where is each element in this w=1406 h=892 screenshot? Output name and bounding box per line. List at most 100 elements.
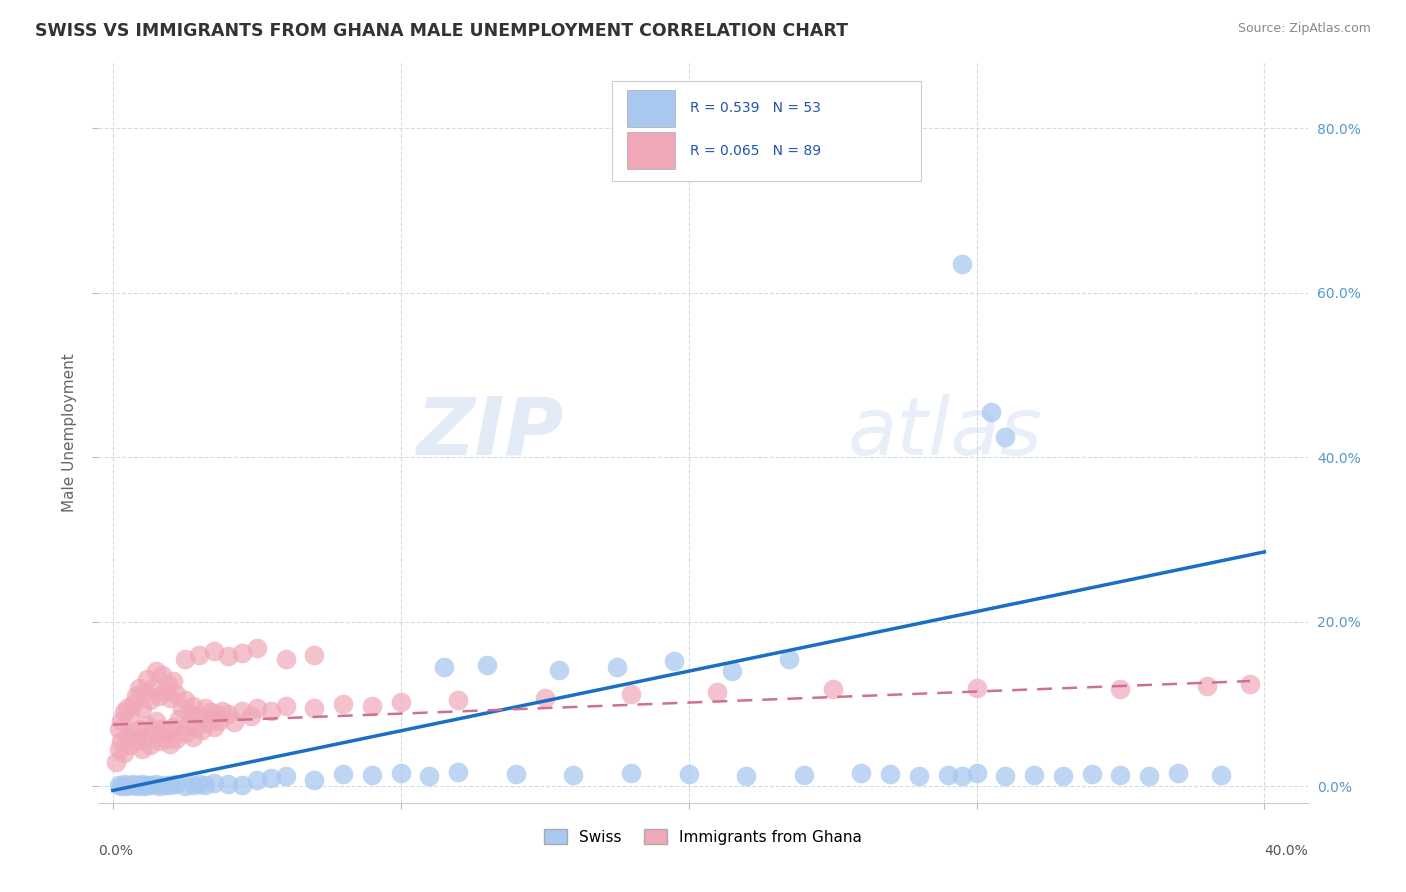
Text: ZIP: ZIP (416, 393, 564, 472)
Point (678, 767, 700, 781)
Point (217, 649, 239, 664)
Legend: Swiss, Immigrants from Ghana: Swiss, Immigrants from Ghana (537, 822, 869, 851)
Point (447, 693, 470, 707)
Point (131, 742, 153, 756)
Point (128, 681, 150, 695)
Point (115, 701, 138, 715)
Point (548, 663, 571, 677)
Point (240, 709, 263, 723)
Point (125, 734, 148, 748)
Point (197, 715, 219, 730)
Point (793, 768, 815, 782)
Point (664, 654, 686, 668)
Point (1052, 769, 1074, 783)
Point (908, 769, 931, 783)
Point (170, 701, 193, 715)
Point (142, 726, 165, 740)
Point (159, 690, 181, 705)
Point (980, 405, 1002, 419)
Point (173, 693, 195, 707)
Point (183, 730, 205, 744)
Point (274, 769, 297, 783)
Point (131, 777, 153, 791)
Point (1022, 768, 1045, 782)
Point (134, 685, 156, 699)
Point (505, 767, 527, 781)
Point (173, 726, 195, 740)
Point (153, 778, 176, 792)
Y-axis label: Male Unemployment: Male Unemployment (62, 353, 77, 512)
Point (107, 778, 129, 792)
Point (188, 648, 211, 662)
Point (1167, 766, 1189, 780)
Point (125, 689, 148, 703)
Point (110, 734, 132, 748)
Point (332, 697, 354, 711)
Point (620, 687, 643, 701)
Point (173, 652, 195, 666)
Point (162, 720, 184, 734)
Point (936, 768, 959, 782)
Point (104, 755, 127, 769)
Point (821, 682, 844, 697)
Bar (627, 90, 675, 127)
Point (153, 685, 176, 699)
Point (879, 767, 901, 781)
Point (389, 766, 412, 780)
Point (159, 737, 181, 751)
Point (389, 695, 412, 709)
Point (110, 714, 132, 728)
Point (122, 726, 145, 740)
Point (188, 777, 211, 791)
Point (533, 690, 555, 705)
Point (167, 712, 190, 726)
Point (165, 777, 187, 791)
Point (131, 701, 153, 715)
Point (231, 646, 253, 660)
Point (720, 664, 742, 678)
Point (706, 685, 728, 699)
Point (475, 657, 498, 672)
Point (159, 778, 181, 792)
Point (112, 747, 135, 761)
Text: 40.0%: 40.0% (1264, 844, 1308, 857)
Point (136, 778, 159, 792)
Point (162, 674, 184, 689)
Point (304, 648, 326, 662)
Point (145, 777, 167, 791)
Point (183, 778, 205, 792)
Point (194, 778, 217, 792)
Point (361, 768, 384, 782)
Point (150, 668, 173, 682)
Point (153, 731, 176, 746)
Point (188, 709, 211, 723)
Point (202, 643, 225, 657)
Point (447, 764, 470, 779)
Point (148, 689, 170, 703)
Point (246, 701, 269, 715)
FancyBboxPatch shape (613, 81, 921, 181)
Text: R = 0.539   N = 53: R = 0.539 N = 53 (690, 102, 821, 115)
Point (120, 778, 142, 792)
Point (142, 681, 165, 695)
Point (202, 776, 225, 790)
Point (120, 709, 142, 723)
Point (180, 706, 202, 721)
Point (562, 768, 585, 782)
Point (994, 430, 1017, 444)
Text: SWISS VS IMMIGRANTS FROM GHANA MALE UNEMPLOYMENT CORRELATION CHART: SWISS VS IMMIGRANTS FROM GHANA MALE UNEM… (35, 22, 848, 40)
Point (110, 779, 132, 793)
Point (433, 660, 456, 674)
Point (231, 704, 253, 718)
Point (122, 777, 145, 791)
Point (145, 664, 167, 678)
Point (173, 779, 195, 793)
Point (274, 698, 297, 713)
Point (1109, 768, 1132, 782)
Point (150, 722, 173, 736)
Point (156, 723, 179, 738)
Point (966, 766, 988, 780)
Point (165, 687, 187, 701)
Point (778, 652, 800, 666)
Point (1109, 682, 1132, 697)
